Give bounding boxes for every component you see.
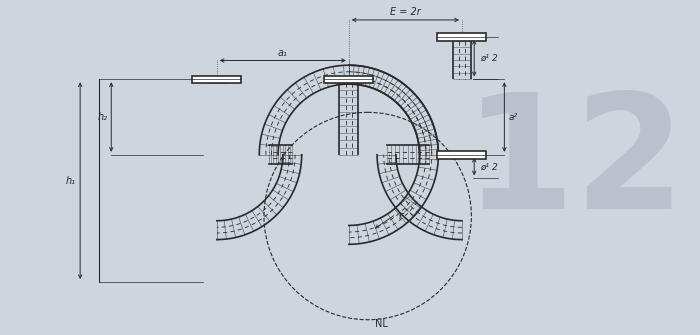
Text: h₂: h₂ bbox=[97, 112, 108, 122]
Text: a²: a² bbox=[508, 113, 517, 122]
Bar bbox=[324, 76, 373, 83]
Text: E = 2r: E = 2r bbox=[390, 7, 421, 17]
Text: h₁: h₁ bbox=[65, 176, 76, 186]
Text: NL: NL bbox=[375, 320, 388, 329]
Text: r: r bbox=[398, 211, 402, 221]
Text: 12: 12 bbox=[464, 87, 686, 242]
Bar bbox=[438, 151, 486, 158]
Bar bbox=[438, 33, 486, 41]
Bar bbox=[193, 76, 242, 83]
Text: a₁: a₁ bbox=[278, 48, 288, 58]
Text: ø¹ 2: ø¹ 2 bbox=[480, 162, 498, 172]
Text: ø¹ 2: ø¹ 2 bbox=[480, 54, 498, 63]
